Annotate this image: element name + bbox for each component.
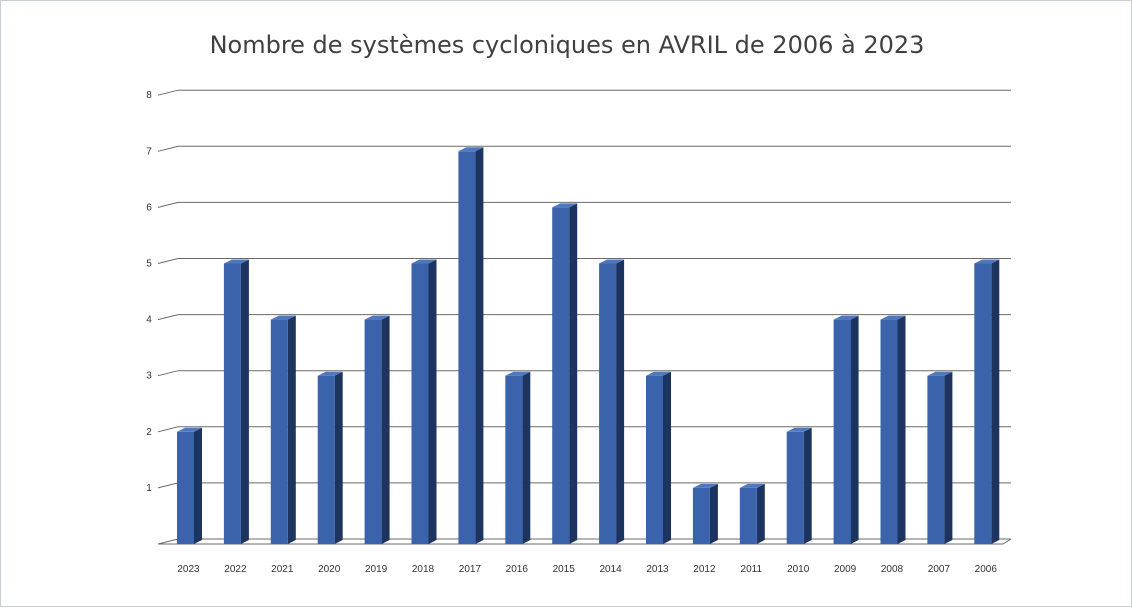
chart-floor-edge [158, 538, 1012, 545]
bar-side [756, 483, 765, 544]
x-tick-label: 2009 [834, 564, 857, 575]
bar-side [803, 427, 812, 544]
bar-top [458, 147, 484, 152]
gridline [157, 314, 1011, 321]
bar-side [240, 259, 249, 544]
bar-top [880, 315, 906, 320]
bar [177, 431, 194, 544]
y-tick-label: 4 [146, 315, 152, 326]
bar-top [177, 427, 202, 432]
bar [880, 319, 898, 544]
bar [552, 207, 570, 544]
bar-side [287, 315, 296, 544]
bar [974, 263, 992, 544]
x-tick-label: 2011 [741, 564, 763, 575]
x-tick-label: 2021 [271, 564, 294, 575]
bar-top [833, 315, 859, 320]
x-tick-label: 2012 [693, 564, 716, 575]
x-tick-label: 2019 [365, 564, 388, 575]
bar [458, 151, 476, 545]
bar-top [646, 371, 671, 376]
bar-side [522, 371, 531, 544]
x-tick-label: 2017 [459, 564, 482, 575]
bar [223, 263, 241, 544]
bar [646, 375, 663, 544]
y-tick-label: 6 [146, 202, 152, 213]
bar [739, 487, 757, 544]
bar-top [317, 371, 343, 376]
x-tick-label: 2022 [224, 564, 247, 575]
gridline [157, 258, 1011, 264]
bar [505, 375, 523, 544]
y-tick-label: 3 [146, 371, 152, 382]
bar-top [692, 483, 718, 488]
x-tick-label: 2006 [975, 564, 998, 575]
x-tick-label: 2018 [412, 564, 435, 575]
bar-side [569, 203, 578, 544]
y-tick-label: 2 [146, 427, 152, 438]
bar-top [599, 259, 625, 264]
bar-top [974, 259, 1000, 264]
x-tick-label: 2015 [553, 564, 576, 575]
bar [692, 487, 710, 544]
bar-top [364, 315, 390, 320]
gridline [157, 426, 1011, 433]
x-tick-label: 2007 [928, 564, 951, 575]
x-tick-label: 2016 [506, 564, 529, 575]
y-tick-label: 5 [146, 259, 152, 270]
bar [786, 431, 804, 544]
bar-top [411, 259, 437, 264]
chart-title: Nombre de systèmes cycloniques en AVRIL … [209, 31, 925, 59]
bar-side [944, 371, 953, 544]
bar-top [270, 315, 296, 320]
bar [599, 263, 617, 544]
x-tick-label: 2010 [787, 564, 810, 575]
bar-side [850, 315, 859, 544]
bar-side [475, 147, 484, 545]
bar [833, 319, 851, 544]
bar-top [739, 483, 765, 488]
bar [364, 319, 382, 544]
bar [927, 375, 945, 544]
gridline [157, 89, 1011, 96]
bar-top [927, 371, 953, 376]
bar-side [334, 371, 343, 544]
x-tick-label: 2013 [646, 564, 669, 575]
x-tick-label: 2008 [881, 564, 904, 575]
bar [411, 263, 429, 544]
bar-side [194, 427, 202, 544]
bar [317, 375, 335, 544]
bar-side [616, 259, 625, 544]
bar-top [552, 203, 578, 208]
bar-top [223, 259, 249, 264]
bar-top [505, 371, 531, 376]
y-tick-label: 1 [146, 483, 152, 494]
y-tick-label: 7 [146, 146, 152, 157]
bar-side [381, 315, 390, 544]
bar-side [991, 259, 1000, 544]
x-tick-label: 2020 [318, 564, 341, 575]
bar-side [428, 259, 437, 544]
bar-side [897, 315, 906, 544]
y-tick-label: 8 [146, 90, 152, 101]
gridline [157, 201, 1011, 208]
bar-side [663, 371, 671, 544]
gridline [157, 370, 1011, 377]
bar-top [786, 427, 812, 432]
gridline [157, 145, 1011, 152]
bar [270, 319, 288, 544]
bar-side [709, 483, 718, 544]
x-tick-label: 2023 [177, 564, 200, 575]
x-tick-label: 2014 [599, 564, 622, 575]
